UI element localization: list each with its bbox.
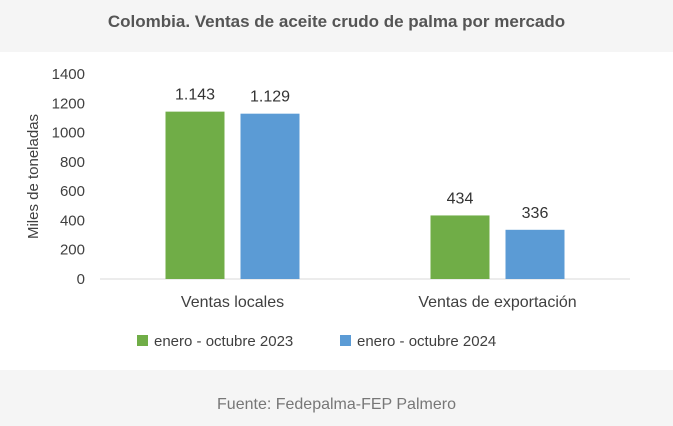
- y-tick-label: 1000: [52, 125, 85, 142]
- bar: [430, 215, 490, 279]
- data-label: 434: [447, 190, 474, 207]
- y-axis-title: Miles de toneladas: [25, 114, 42, 239]
- x-tick-label: Ventas locales: [181, 294, 284, 311]
- x-tick-label: Ventas de exportación: [418, 294, 576, 311]
- legend-label: enero - octubre 2023: [154, 333, 293, 350]
- data-label: 336: [522, 205, 549, 222]
- y-tick-label: 800: [60, 154, 85, 171]
- bar: [240, 113, 300, 279]
- data-label: 1.129: [250, 89, 290, 106]
- source-note: Fuente: Fedepalma-FEP Palmero: [217, 396, 456, 413]
- chart-panel: [0, 52, 673, 370]
- y-tick-label: 200: [60, 242, 85, 259]
- y-tick-label: 1200: [52, 95, 85, 112]
- chart-title: Colombia. Ventas de aceite crudo de palm…: [107, 12, 566, 31]
- legend-swatch: [137, 335, 148, 346]
- y-tick-label: 400: [60, 212, 85, 229]
- y-tick-label: 600: [60, 183, 85, 200]
- data-label: 1.143: [175, 87, 215, 104]
- y-tick-label: 1400: [52, 66, 85, 83]
- legend-label: enero - octubre 2024: [357, 333, 496, 350]
- bar: [505, 229, 565, 279]
- bar: [165, 111, 225, 279]
- y-tick-label: 0: [77, 271, 85, 288]
- legend-swatch: [340, 335, 351, 346]
